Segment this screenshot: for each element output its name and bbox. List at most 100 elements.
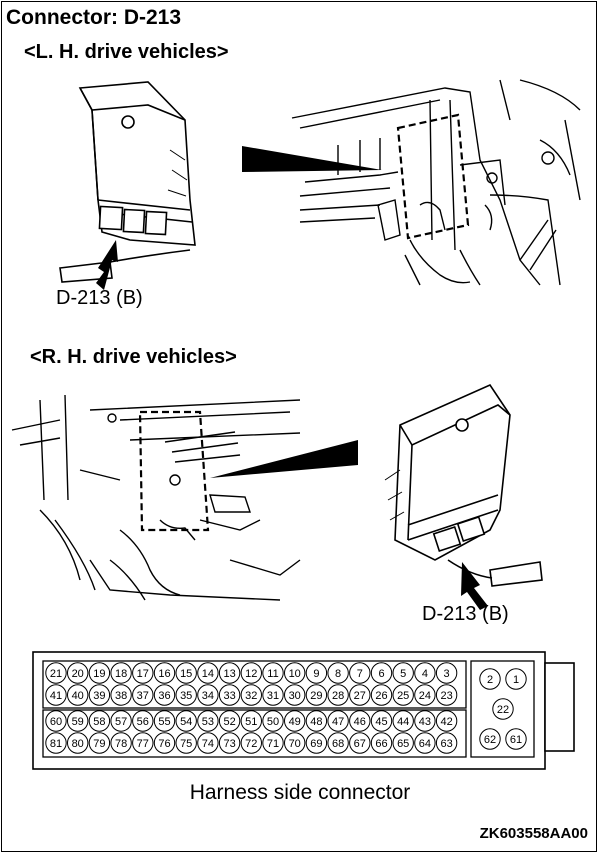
pin-65: [392, 732, 414, 754]
pin-43: [414, 710, 436, 732]
pin-34: [197, 684, 219, 706]
pin-25: [392, 684, 414, 706]
pin-label-67: 67: [354, 738, 366, 750]
pin-76: [153, 732, 176, 754]
pin-59: [67, 710, 89, 732]
pin-7: [349, 662, 371, 684]
pin-label-52: 52: [223, 716, 235, 728]
rhd-connector-label: D-213 (B): [422, 603, 509, 625]
pin-label-34: 34: [202, 690, 214, 702]
pin-11: [262, 662, 284, 684]
rhd-section-heading: <R. H. drive vehicles>: [30, 346, 237, 368]
pin-label-20: 20: [72, 668, 84, 680]
pin-35: [175, 684, 197, 706]
pin-label-33: 33: [223, 690, 235, 702]
pin-label-78: 78: [115, 738, 127, 750]
pin-label-38: 38: [115, 690, 127, 702]
pin-label-1: 1: [513, 674, 519, 686]
pin-label-11: 11: [267, 668, 278, 680]
pin-label-73: 73: [223, 738, 235, 750]
pin-66: [370, 732, 393, 754]
pin-label-79: 79: [93, 738, 105, 750]
pin-53: [197, 710, 219, 732]
pin-block-lower: [42, 709, 467, 758]
pin-label-9: 9: [313, 668, 319, 680]
lhd-callout-wedge: [242, 146, 382, 172]
pin-label-6: 6: [378, 668, 384, 680]
lhd-highlight-dashed: [396, 113, 470, 240]
pin-label-70: 70: [289, 738, 301, 750]
lhd-connector-label: D-213 (B): [56, 287, 143, 309]
rhd-ecu-module: [384, 383, 543, 587]
pin-61: [505, 728, 527, 750]
pin-40: [67, 684, 89, 706]
pin-label-61: 61: [510, 734, 522, 746]
pin-label-7: 7: [357, 668, 363, 680]
pin-6: [370, 662, 393, 684]
connector-caption: Harness side connector: [189, 781, 411, 804]
figure-code: ZK603558AA00: [479, 825, 588, 842]
pin-58: [88, 710, 111, 732]
pin-77: [132, 732, 154, 754]
page-title: Connector: D-213: [6, 6, 182, 29]
pin-72: [240, 732, 263, 754]
pin-block-upper: [42, 660, 467, 709]
pin-label-5: 5: [400, 668, 406, 680]
pin-label-81: 81: [50, 738, 62, 750]
lhd-dashboard-area: [291, 79, 581, 286]
pin-label-14: 14: [202, 668, 214, 680]
pin-label-54: 54: [180, 716, 192, 728]
rhd-highlight-dashed: [138, 410, 210, 532]
pin-label-13: 13: [223, 668, 235, 680]
rhd-pointer-arrow: [461, 562, 488, 610]
pin-42: [435, 710, 458, 732]
pin-20: [67, 662, 89, 684]
pin-12: [240, 662, 263, 684]
pin-label-60: 60: [50, 716, 62, 728]
pin-44: [392, 710, 414, 732]
pin-label-80: 80: [72, 738, 84, 750]
pin-label-37: 37: [137, 690, 149, 702]
pin-31: [262, 684, 284, 706]
pin-73: [218, 732, 241, 754]
pin-label-23: 23: [440, 690, 452, 702]
rhd-dashboard-area: [11, 394, 301, 601]
pin-label-65: 65: [397, 738, 409, 750]
pin-78: [110, 732, 132, 754]
pin-48: [305, 710, 328, 732]
rhd-callout-wedge: [210, 440, 358, 478]
pin-10: [284, 662, 306, 684]
pin-29: [305, 684, 328, 706]
pin-80: [67, 732, 89, 754]
pin-label-24: 24: [419, 690, 431, 702]
pin-55: [153, 710, 176, 732]
pin-62: [479, 728, 501, 750]
pin-label-55: 55: [158, 716, 170, 728]
pin-32: [240, 684, 263, 706]
pin-49: [284, 710, 306, 732]
pin-69: [305, 732, 328, 754]
pin-label-74: 74: [202, 738, 214, 750]
pin-label-51: 51: [245, 716, 257, 728]
pin-56: [132, 710, 154, 732]
pin-4: [414, 662, 436, 684]
pin-57: [110, 710, 132, 732]
pin-label-25: 25: [397, 690, 409, 702]
pin-label-30: 30: [289, 690, 301, 702]
pin-label-45: 45: [375, 716, 387, 728]
pin-2: [479, 668, 501, 690]
pin-label-15: 15: [180, 668, 192, 680]
pin-label-75: 75: [180, 738, 192, 750]
pin-label-46: 46: [354, 716, 366, 728]
pin-50: [262, 710, 284, 732]
pin-39: [88, 684, 111, 706]
pin-46: [349, 710, 371, 732]
pin-label-64: 64: [419, 738, 431, 750]
pin-21: [45, 662, 67, 684]
pin-26: [370, 684, 393, 706]
pin-60: [45, 710, 67, 732]
connector-latch: [544, 662, 575, 752]
pin-label-42: 42: [440, 716, 452, 728]
pin-label-2: 2: [487, 674, 493, 686]
